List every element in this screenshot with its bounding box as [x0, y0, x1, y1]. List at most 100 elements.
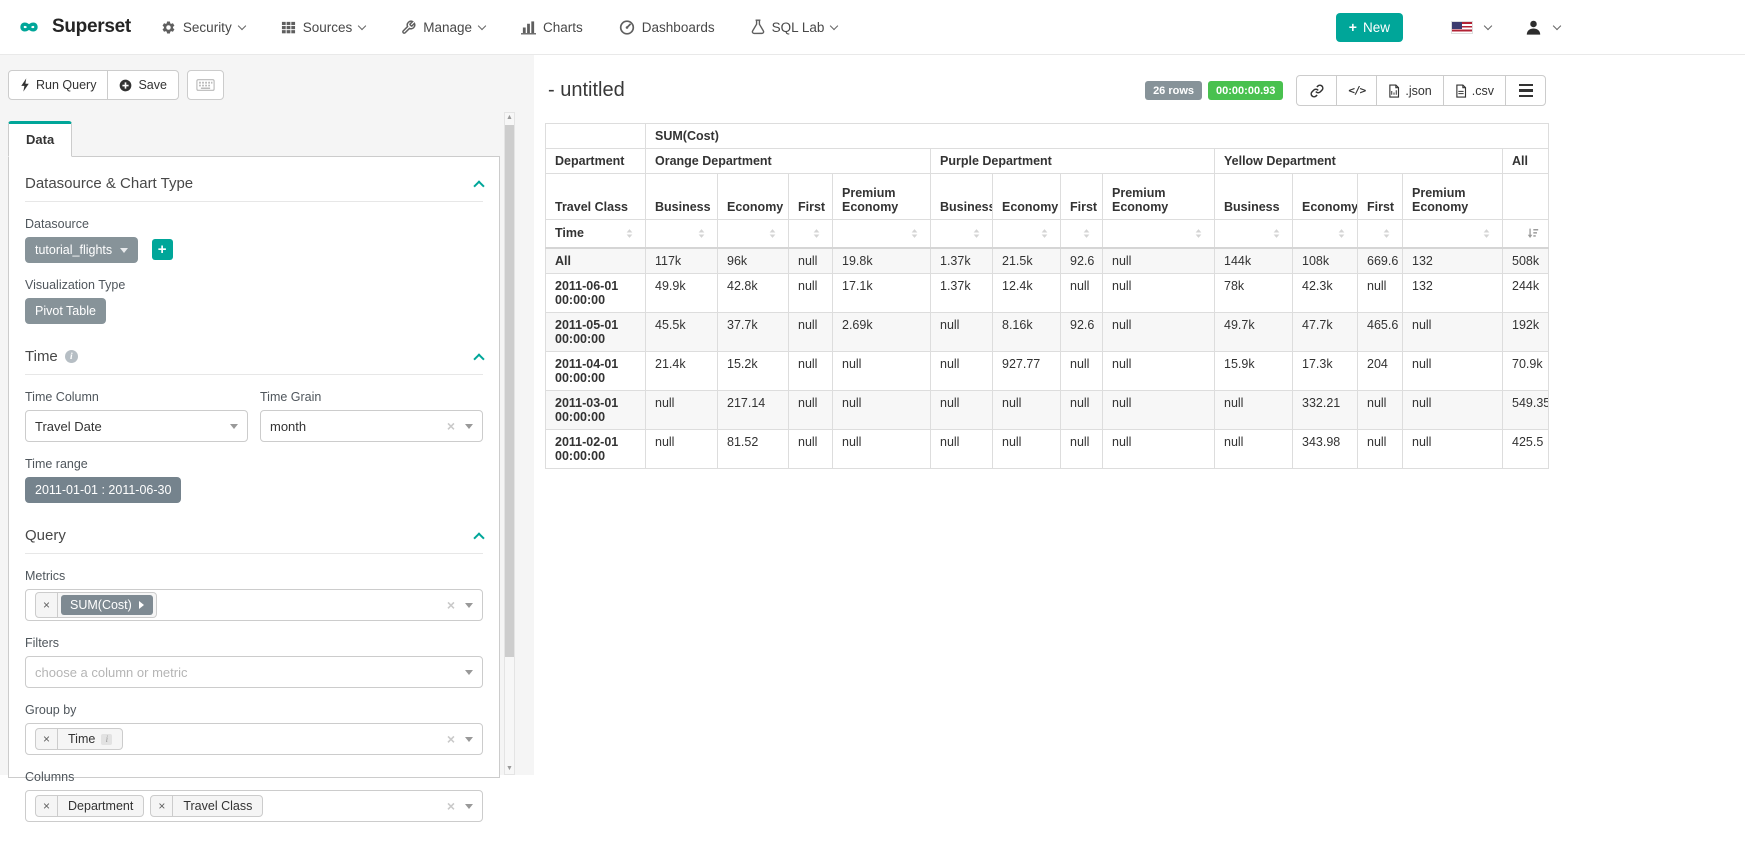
- pivot-cell: 15.2k: [717, 350, 789, 391]
- export-button-group: </> .json .csv: [1296, 75, 1546, 106]
- metric-chip[interactable]: × SUM(Cost): [35, 592, 157, 618]
- section-query-header[interactable]: Query: [25, 527, 485, 554]
- time-range-label: Time range: [25, 457, 88, 471]
- language-selector[interactable]: [1451, 20, 1493, 34]
- save-label: Save: [138, 78, 167, 92]
- sort-desc-icon[interactable]: [1526, 227, 1539, 240]
- info-icon: i: [64, 350, 78, 363]
- more-options-button[interactable]: [1505, 75, 1546, 106]
- clear-icon[interactable]: ×: [446, 597, 455, 613]
- remove-icon[interactable]: ×: [36, 593, 59, 617]
- superset-logo[interactable]: Superset: [14, 16, 131, 38]
- nav-sql-lab[interactable]: SQL Lab: [751, 19, 839, 35]
- metrics-select[interactable]: × SUM(Cost) ×: [25, 589, 483, 621]
- sort-icon[interactable]: [1480, 227, 1493, 240]
- explore-controls-area: Run Query Save Data Datasource & Chart T…: [0, 55, 534, 822]
- sort-icon[interactable]: [1038, 227, 1051, 240]
- groupby-select[interactable]: × Time i ×: [25, 723, 483, 755]
- time-grain-value: month: [270, 418, 307, 434]
- pivot-sort-cell: [1060, 219, 1103, 249]
- pivot-row-header: 2011-04-01 00:00:00: [545, 350, 646, 391]
- clear-icon[interactable]: ×: [446, 798, 455, 814]
- nav-sources[interactable]: Sources: [281, 20, 367, 35]
- new-button[interactable]: + New: [1335, 12, 1403, 42]
- metric-value: SUM(Cost): [70, 598, 132, 612]
- columns-select[interactable]: × Department × Travel Class ×: [25, 790, 483, 822]
- scroll-up-icon[interactable]: ▲: [506, 114, 513, 121]
- sort-icon[interactable]: [1380, 227, 1393, 240]
- panel-scrollbar[interactable]: ▲ ▼: [504, 112, 515, 775]
- sort-icon[interactable]: [766, 227, 779, 240]
- user-menu[interactable]: [1525, 19, 1562, 36]
- export-json-button[interactable]: .json: [1376, 75, 1444, 106]
- plus-circle-icon: [120, 79, 132, 91]
- sort-icon[interactable]: [1270, 227, 1283, 240]
- pivot-cell: 15.9k: [1214, 350, 1293, 391]
- clear-icon[interactable]: ×: [446, 418, 455, 434]
- metric-pill[interactable]: SUM(Cost): [61, 595, 153, 615]
- short-url-button[interactable]: [1296, 75, 1338, 106]
- clear-icon[interactable]: ×: [446, 731, 455, 747]
- section-datasource-chart-type: Datasource & Chart Type Datasource tutor…: [25, 175, 485, 324]
- pivot-travel-class-row: Travel Class Business Economy First Premium …: [545, 173, 1550, 220]
- columns-chip-travel-class[interactable]: × Travel Class: [150, 795, 264, 817]
- columns-chip-department[interactable]: × Department: [35, 795, 145, 817]
- sort-icon[interactable]: [623, 227, 636, 240]
- nav-charts[interactable]: Charts: [521, 20, 583, 35]
- nav-manage[interactable]: Manage: [401, 20, 487, 35]
- visualization-type-label: Visualization Type: [25, 278, 126, 292]
- pivot-cell: null: [1102, 389, 1215, 430]
- remove-icon[interactable]: ×: [151, 796, 174, 816]
- filters-select[interactable]: choose a column or metric: [25, 656, 483, 688]
- navbar-right: + New: [1335, 12, 1562, 42]
- nav-dashboards[interactable]: Dashboards: [619, 19, 715, 35]
- pivot-sort-cell: [1102, 219, 1215, 249]
- nav-sql-lab-label: SQL Lab: [771, 19, 825, 35]
- sort-icon[interactable]: [695, 227, 708, 240]
- scrollbar-thumb[interactable]: [505, 125, 514, 657]
- tab-data[interactable]: Data: [8, 121, 73, 157]
- pivot-cell: null: [1102, 350, 1215, 391]
- pivot-cell: null: [1402, 311, 1503, 352]
- pivot-cell: 42.8k: [717, 272, 789, 313]
- pivot-department-header: Orange Department: [645, 148, 931, 174]
- sort-icon[interactable]: [908, 227, 921, 240]
- pivot-cell: 508k: [1501, 247, 1550, 274]
- caret-down-icon: [230, 423, 238, 429]
- filters-label: Filters: [25, 636, 60, 650]
- datasource-selector[interactable]: tutorial_flights: [25, 237, 139, 263]
- remove-icon[interactable]: ×: [36, 796, 59, 816]
- visualization-type-selector[interactable]: Pivot Table: [25, 298, 106, 324]
- save-button[interactable]: Save: [107, 70, 179, 100]
- sort-icon[interactable]: [1080, 227, 1093, 240]
- time-grain-label: Time Grain: [260, 390, 322, 404]
- sort-icon[interactable]: [810, 227, 823, 240]
- run-query-button[interactable]: Run Query: [8, 70, 109, 100]
- pivot-row: All 117k 96k null 19.8k 1.37k 21.5k 92.6 null 144…: [545, 247, 1550, 274]
- sort-icon[interactable]: [1335, 227, 1348, 240]
- view-query-button[interactable]: </>: [1336, 75, 1378, 106]
- section-query-title: Query: [25, 527, 66, 544]
- time-range-selector[interactable]: 2011-01-01 : 2011-06-30: [25, 477, 182, 503]
- pivot-travel-class-header: Business: [1214, 173, 1293, 220]
- query-toolbar: Run Query Save: [8, 70, 534, 100]
- sort-icon[interactable]: [970, 227, 983, 240]
- time-range-value: 2011-01-01 : 2011-06-30: [35, 483, 172, 497]
- section-time-header[interactable]: Time i: [25, 348, 485, 375]
- pivot-cell: null: [788, 428, 833, 469]
- datasource-label: Datasource: [25, 217, 89, 231]
- plus-icon: +: [1348, 19, 1357, 35]
- sort-icon[interactable]: [1192, 227, 1205, 240]
- edit-datasource-button[interactable]: +: [151, 239, 173, 261]
- gears-icon: [162, 20, 175, 34]
- keyboard-shortcuts-button[interactable]: [186, 70, 224, 100]
- time-column-select[interactable]: Travel Date: [25, 410, 248, 442]
- nav-security[interactable]: Security: [161, 20, 246, 35]
- pivot-cell: null: [788, 389, 833, 430]
- remove-icon[interactable]: ×: [36, 729, 59, 749]
- time-grain-select[interactable]: month ×: [260, 410, 483, 442]
- scroll-down-icon[interactable]: ▼: [506, 765, 513, 772]
- section-datasource-header[interactable]: Datasource & Chart Type: [25, 175, 485, 202]
- export-csv-button[interactable]: .csv: [1442, 75, 1506, 106]
- groupby-chip[interactable]: × Time i: [35, 728, 124, 750]
